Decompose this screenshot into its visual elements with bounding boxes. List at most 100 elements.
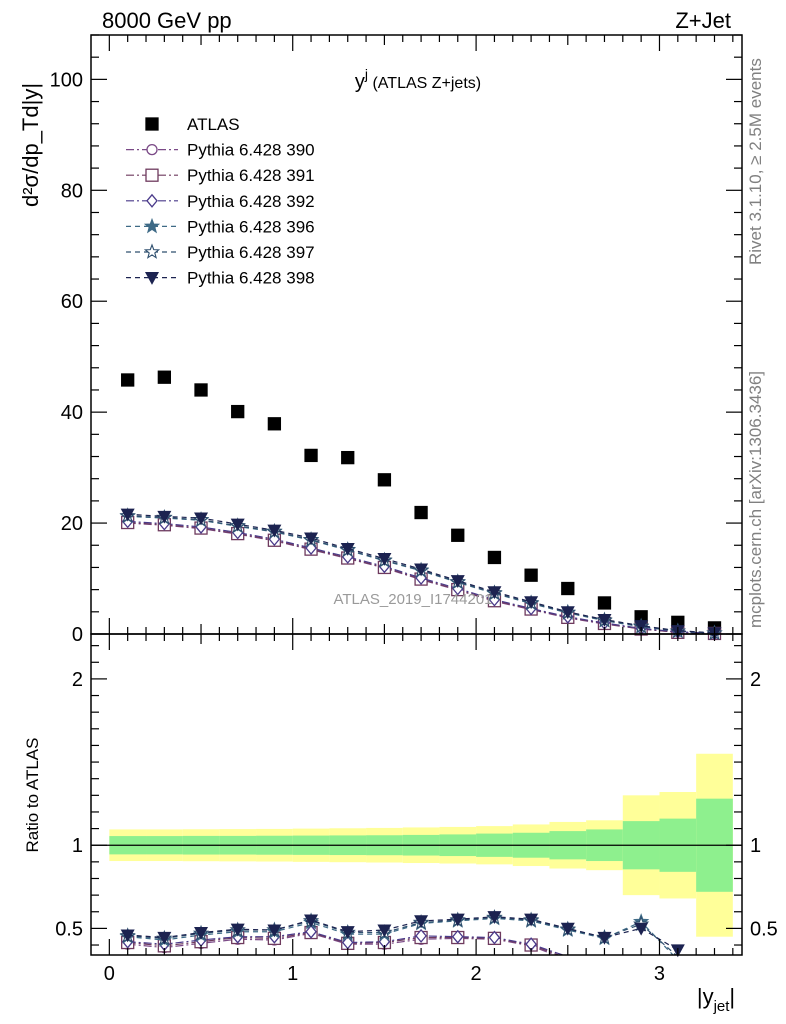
legend-label: Pythia 6.428 398 [187,269,315,288]
legend-item: Pythia 6.428 390 [126,141,315,160]
data-point [451,528,465,542]
legend-item: Pythia 6.428 391 [126,166,315,185]
legend-label: Pythia 6.428 397 [187,243,315,262]
main-title-symbol: y [355,71,365,93]
data-point [634,620,649,633]
data-point [524,596,539,610]
data-point [414,505,428,520]
data-point [304,532,319,546]
data-point [561,581,575,596]
ratio-data-point [340,926,355,939]
data-point [414,563,429,577]
data-point [121,373,135,387]
main-y-tick-label: 80 [61,180,83,202]
legend-label: Pythia 6.428 392 [187,192,315,211]
main-y-tick-label: 0 [72,624,83,646]
ratio-y-tick-label: 0.5 [55,918,83,940]
data-point [194,383,208,397]
legend-item: Pythia 6.428 397 [126,243,315,262]
ratio-data-point [305,924,317,939]
legend-label: Pythia 6.428 396 [187,217,315,236]
x-tick-label: 2 [471,963,482,985]
data-point [487,586,502,600]
ratio-series-line [127,932,557,955]
ratio-series-line [127,916,677,955]
ratio-y-tick-label: 1 [72,835,83,857]
data-point [267,524,282,538]
ratio-series-pythia-6-428-397 [119,909,677,955]
ratio-series-line [127,931,561,955]
ratio-data-point [487,911,502,924]
ratio-data-point [415,928,427,943]
data-point [230,518,245,532]
ratio-y-axis-label: Ratio to ATLAS [23,738,42,853]
ratio-y-tick-label: 2 [72,669,83,691]
ratio-data-point [304,914,319,928]
legend: ATLAS Pythia 6.428 390 Pythia 6.428 391 Pyt… [126,115,315,288]
main-y-tick-label: 60 [61,291,83,313]
data-point [377,552,392,566]
legend-item: Pythia 6.428 398 [126,269,315,288]
data-point [597,613,612,627]
series-pythia-6-428-392 [121,514,721,641]
legend-marker [145,117,159,131]
data-point [120,508,135,522]
legend-marker [146,143,158,156]
legend-label: ATLAS [187,115,240,134]
ratio-data-point [377,924,392,938]
x-tick-label: 0 [104,963,115,985]
x-axis-label: |yjet| [697,984,735,1015]
rivet-version-label: Rivet 3.1.10, ≥ 2.5M events [746,58,765,265]
main-title-superscript: j [364,66,368,82]
data-point [450,575,465,589]
data-point [194,512,209,526]
ratio-data-point [414,915,429,929]
data-point [487,550,502,565]
x-tick-label: 3 [654,963,665,985]
ratio-series-line [127,931,565,955]
data-point [377,473,392,487]
main-y-tick-label: 40 [61,402,83,424]
data-point [597,596,612,610]
x-axis-label-close: | [729,984,735,1009]
legend-marker [145,168,159,182]
ratio-data-point [560,922,575,936]
main-y-tick-label: 100 [50,69,83,91]
legend-marker [146,193,158,208]
legend-marker [144,272,160,285]
ratio-series-line [127,916,679,951]
x-axis-label-subscript: jet [713,998,731,1015]
header-right-label: Z+Jet [675,8,731,33]
data-point [304,448,318,463]
legend-label: Pythia 6.428 390 [187,141,315,160]
legend-item: Pythia 6.428 392 [126,192,315,211]
ratio-data-point [634,922,649,936]
ratio-data-point [267,924,282,938]
main-y-tick-label: 20 [61,513,83,535]
data-point [340,542,355,556]
ratio-data-point [450,913,465,927]
ratio-frame [90,633,743,956]
analysis-watermark: ATLAS_2019_I1744201 [333,591,492,608]
ratio-y-tick-label-right: 2 [750,669,761,691]
ratio-data-point [230,923,245,937]
data-point [560,606,575,620]
ratio-y-tick-label-right: 0.5 [750,918,778,940]
data-point [267,417,282,431]
x-axis-label-main: |y [697,984,714,1009]
ratio-panel: 0.5 0.5 1 1 2 2 0 1 2 3 Ratio to ATLAS |yjet| [23,633,778,1015]
ratio-data-point [524,913,539,927]
ratio-series-line [127,917,674,955]
legend-item: ATLAS [145,115,240,134]
main-y-axis-label: d²σ/dp_Td|y| [18,83,43,207]
main-panel: 0 20 40 60 80 100 yj (ATLAS Z+jets) d²σ/dp_Td… [18,34,743,646]
header-left-label: 8000 GeV pp [102,8,232,33]
ratio-data-point [120,929,135,943]
data-point [231,404,245,419]
main-title-rest: (ATLAS Z+jets) [368,75,481,92]
data-point [157,510,172,524]
data-point [341,450,355,465]
x-tick-label: 1 [287,963,298,985]
legend-marker [143,243,161,259]
